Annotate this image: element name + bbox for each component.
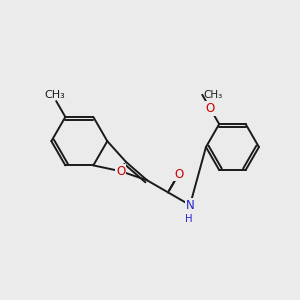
Text: CH₃: CH₃ bbox=[44, 90, 65, 100]
Text: O: O bbox=[174, 167, 183, 181]
Text: H: H bbox=[185, 214, 192, 224]
Text: CH₃: CH₃ bbox=[204, 90, 223, 100]
Text: O: O bbox=[206, 102, 215, 115]
Text: O: O bbox=[116, 165, 125, 178]
Text: N: N bbox=[186, 199, 194, 212]
